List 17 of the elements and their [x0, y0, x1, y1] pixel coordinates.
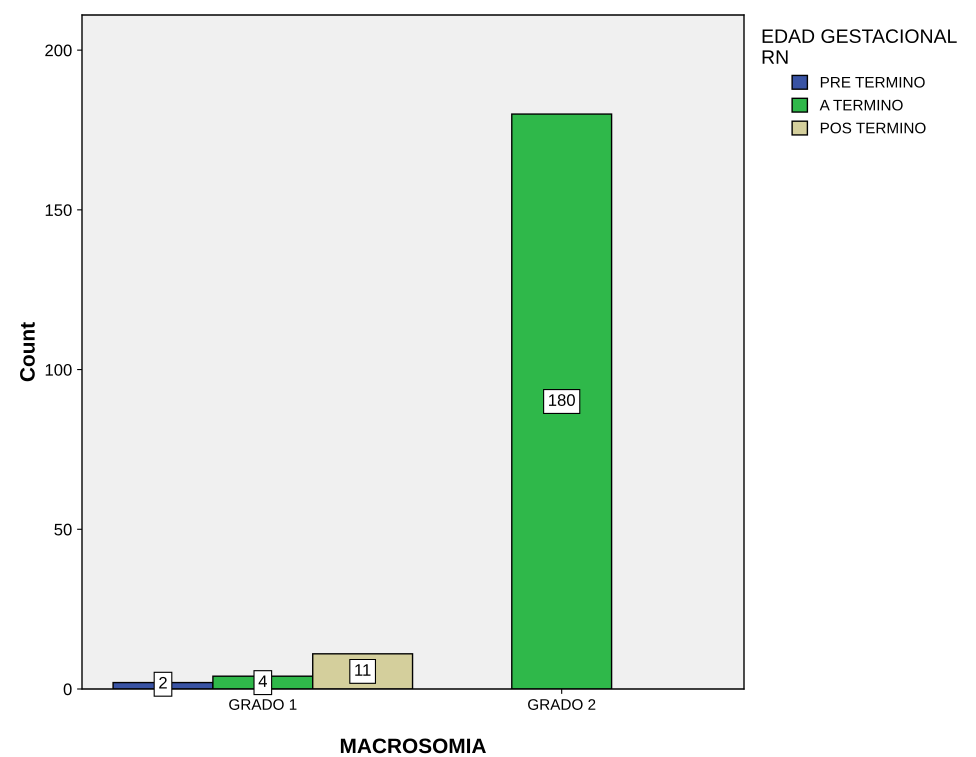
x-tick-label: GRADO 1	[229, 699, 296, 710]
data-label: 11	[355, 664, 370, 676]
y-tick-label: 50	[54, 524, 72, 536]
x-axis-title: MACROSOMIA	[340, 738, 486, 754]
data-label: 180	[549, 394, 575, 406]
y-axis-title: Count	[20, 322, 35, 382]
legend-title: EDAD GESTACIONAL RN	[762, 29, 957, 64]
legend-label: PRE TERMINO	[820, 76, 925, 88]
legend-label: A TERMINO	[820, 100, 903, 111]
y-tick-label: 100	[46, 364, 72, 376]
y-tick-label: 200	[45, 44, 72, 56]
x-tick-label: GRADO 2	[528, 699, 596, 710]
y-tick-label: 0	[64, 683, 72, 696]
y-tick-label: 150	[46, 204, 72, 216]
legend-label: POS TERMINO	[820, 122, 926, 134]
data-label: 2	[159, 676, 167, 689]
data-label: 4	[258, 675, 267, 687]
